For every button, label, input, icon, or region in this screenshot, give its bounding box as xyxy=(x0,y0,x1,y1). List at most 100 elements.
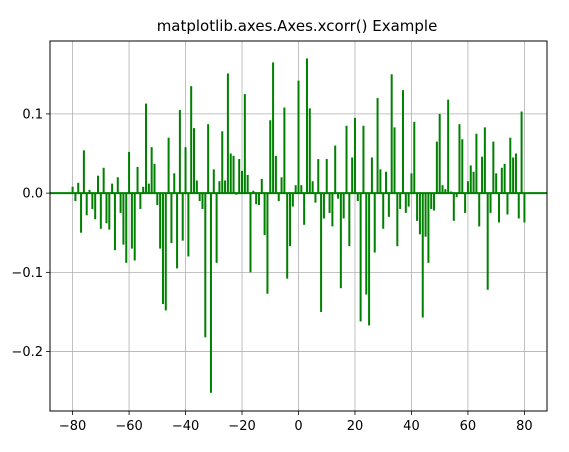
xcorr-bar xyxy=(198,193,201,202)
xcorr-bar xyxy=(452,193,455,221)
xcorr-bar xyxy=(418,193,421,235)
xcorr-bar xyxy=(305,58,308,194)
xcorr-bar xyxy=(438,113,441,194)
xcorr-bar xyxy=(122,193,125,245)
x-tick-label: −20 xyxy=(228,419,255,434)
xcorr-bar xyxy=(125,193,128,263)
xcorr-bar xyxy=(390,74,393,194)
xcorr-bar xyxy=(435,141,438,194)
xcorr-bar xyxy=(193,128,196,194)
xcorr-bar xyxy=(466,181,469,194)
xcorr-bar xyxy=(257,193,260,206)
xcorr-bar xyxy=(170,193,173,244)
xcorr-bar xyxy=(294,185,297,194)
xcorr-bar xyxy=(464,193,467,213)
xcorr-bar xyxy=(111,183,114,194)
xcorr-bar xyxy=(99,193,102,229)
xcorr-bar xyxy=(71,186,74,194)
xcorr-bar xyxy=(167,137,170,194)
xcorr-bar xyxy=(266,193,269,294)
xcorr-bar xyxy=(320,193,323,312)
xcorr-bar xyxy=(424,193,427,237)
xcorr-bar xyxy=(483,127,486,194)
xcorr-bar xyxy=(430,193,433,209)
chart-title: matplotlib.axes.Axes.xcorr() Example xyxy=(157,17,438,35)
xcorr-bar xyxy=(280,177,283,194)
xcorr-bar xyxy=(314,193,317,203)
xcorr-bar xyxy=(365,193,368,295)
xcorr-bar xyxy=(181,193,184,241)
xcorr-bar xyxy=(94,193,97,220)
xcorr-bar xyxy=(401,90,404,194)
y-axis: 0.1 0.0 −0.1 −0.2 xyxy=(11,107,50,360)
xcorr-bar xyxy=(387,193,390,217)
xcorr-bar xyxy=(226,73,229,194)
xcorr-bar xyxy=(161,193,164,305)
xcorr-bar xyxy=(91,193,94,209)
x-tick-label: 0 xyxy=(294,419,302,434)
y-tick-label: 0.0 xyxy=(22,187,43,202)
bar-series xyxy=(71,58,526,393)
xcorr-bar xyxy=(353,117,356,194)
xcorr-bar xyxy=(379,169,382,194)
xcorr-bar xyxy=(308,108,311,194)
xcorr-bar xyxy=(339,193,342,289)
xcorr-bar xyxy=(274,155,277,194)
xcorr-bar xyxy=(382,193,385,229)
xcorr-bar xyxy=(396,193,399,247)
xcorr-bar xyxy=(520,111,523,194)
xcorr-bar xyxy=(433,193,436,211)
xcorr-bar xyxy=(159,193,162,249)
xcorr-bar xyxy=(444,189,447,194)
xcorr-bar xyxy=(88,189,91,194)
xcorr-bar xyxy=(325,159,328,194)
xcorr-bar xyxy=(514,153,517,194)
xcorr-bar xyxy=(241,170,244,194)
xcorr-bar xyxy=(113,193,116,251)
xcorr-bar xyxy=(156,193,159,206)
xcorr-bar xyxy=(458,124,461,194)
xcorr-bar xyxy=(269,120,272,194)
xcorr-bar xyxy=(139,193,142,209)
xcorr-bar xyxy=(317,159,320,194)
xcorr-bar xyxy=(116,177,119,194)
xcorr-bar xyxy=(184,147,187,194)
xcorr-bar xyxy=(359,193,362,322)
xcorr-bar xyxy=(243,94,246,194)
xcorr-bar xyxy=(85,193,88,216)
xcorr-bar xyxy=(472,171,475,194)
xcorr-bar xyxy=(246,174,249,194)
xcorr-bar xyxy=(345,125,348,194)
xcorr-bar xyxy=(178,109,181,194)
xcorr-bar xyxy=(286,193,289,279)
xcorr-bar xyxy=(128,151,131,194)
xcorr-bar xyxy=(356,193,359,202)
xcorr-bar xyxy=(108,193,111,230)
xcorr-bar xyxy=(207,124,210,194)
xcorr-bar xyxy=(342,193,345,219)
xcorr-bar xyxy=(249,193,252,273)
xcorr-bar xyxy=(517,193,520,219)
x-axis: −80 −60 −40 −20 0 20 40 60 80 xyxy=(59,411,533,434)
xcorr-bar xyxy=(370,157,373,194)
xcorr-bar xyxy=(232,155,235,194)
xcorr-bar xyxy=(277,193,280,202)
xcorr-bar xyxy=(368,193,371,326)
xcorr-bar xyxy=(503,163,506,194)
xcorr-bar xyxy=(289,193,292,247)
xcorr-bar xyxy=(201,193,204,209)
xcorr-bar xyxy=(455,193,458,198)
xcorr-bar xyxy=(509,137,512,194)
xcorr-bar xyxy=(190,86,193,194)
x-tick-label: −60 xyxy=(115,419,142,434)
xcorr-bar xyxy=(77,182,80,194)
y-tick-label: −0.1 xyxy=(11,266,43,281)
xcorr-bar xyxy=(297,80,300,194)
xcorr-bar xyxy=(478,193,481,227)
xcorr-bar xyxy=(150,147,153,194)
xcorr-bar xyxy=(489,193,492,213)
xcorr-bar xyxy=(263,193,266,236)
xcorr-bar xyxy=(252,190,255,194)
xcorr-bar xyxy=(74,193,77,202)
xcorr-bar xyxy=(218,181,221,194)
